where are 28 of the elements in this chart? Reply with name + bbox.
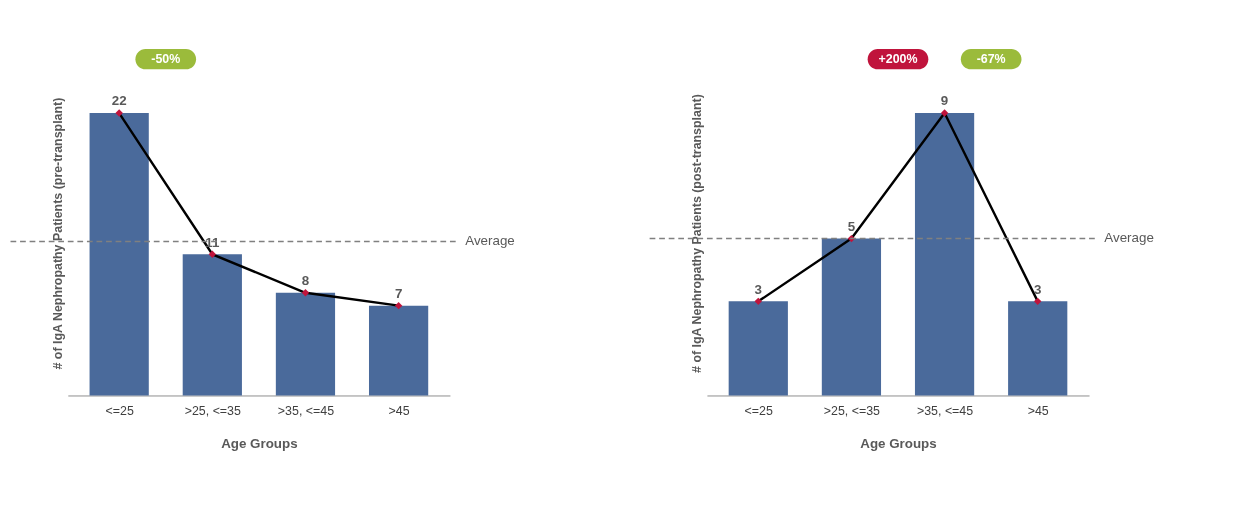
x-tick-label: >25, <=35: [184, 404, 242, 419]
data-label: 8: [301, 273, 310, 289]
ref-line-label: Average: [1104, 230, 1154, 246]
x-axis-title: Age Groups: [860, 435, 937, 451]
data-label: 3: [1033, 281, 1042, 297]
y-axis-title: # of IgA Nephropathy Patients (post-transplant): [689, 94, 704, 373]
text: -67%: [976, 52, 1006, 67]
data-label: 9: [940, 93, 949, 109]
ref-line-label: Average: [465, 233, 515, 249]
x-axis-title: Age Groups: [221, 435, 298, 451]
data-label: 22: [111, 93, 127, 109]
y-axis-title: # of IgA Nephropathy Patients (pre-transplant): [50, 97, 65, 370]
text: -50%: [151, 52, 181, 67]
bar: [89, 113, 149, 396]
x-tick-label: >35, <=45: [916, 404, 974, 419]
bar: [275, 292, 336, 396]
x-tick-label: >45: [1027, 404, 1049, 419]
x-tick-label: >25, <=35: [823, 404, 881, 419]
bar: [368, 305, 429, 396]
text: +200%: [878, 52, 918, 67]
data-label: 5: [847, 218, 856, 234]
data-label: 3: [754, 281, 762, 297]
bar: [182, 254, 242, 396]
x-tick-label: >35, <=45: [277, 404, 335, 419]
x-tick-label: <=25: [744, 404, 773, 419]
x-tick-label: <=25: [105, 404, 134, 419]
data-label: 7: [394, 285, 403, 301]
x-tick-label: >45: [388, 404, 410, 419]
